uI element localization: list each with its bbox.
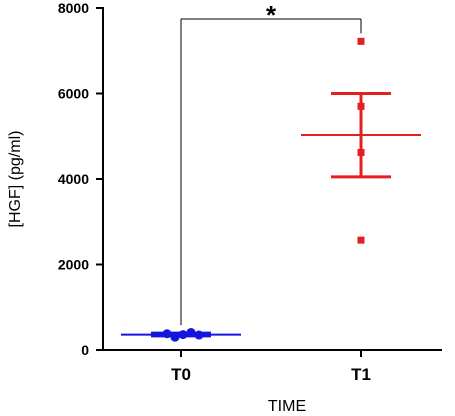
y-tick-label: 2000 — [58, 257, 89, 273]
x-tick-label-t1: T1 — [351, 365, 371, 384]
data-point — [357, 37, 365, 45]
y-tick-label: 8000 — [58, 0, 89, 16]
data-point — [170, 332, 180, 342]
data-point — [194, 330, 204, 340]
y-tick-label: 4000 — [58, 171, 89, 187]
significance-star: * — [266, 0, 277, 30]
x-tick-label-t0: T0 — [171, 365, 191, 384]
y-ticks: 0 2000 4000 6000 8000 — [58, 0, 103, 358]
y-tick-label: 6000 — [58, 86, 89, 102]
data-point — [162, 329, 172, 339]
axes — [102, 7, 442, 351]
y-tick-label: 0 — [81, 342, 89, 358]
series-t0 — [121, 327, 241, 342]
y-axis-label: [HGF] (pg/ml) — [7, 131, 24, 228]
series-t1 — [301, 37, 421, 244]
x-axis-label: TIME — [268, 398, 306, 415]
data-point — [357, 236, 365, 244]
data-point — [186, 327, 196, 337]
data-point — [178, 330, 188, 340]
data-point — [357, 148, 365, 156]
x-ticks: T0 T1 — [171, 350, 371, 384]
significance-bracket: * — [180, 0, 362, 326]
series-layer — [121, 37, 421, 342]
data-point — [357, 102, 365, 110]
